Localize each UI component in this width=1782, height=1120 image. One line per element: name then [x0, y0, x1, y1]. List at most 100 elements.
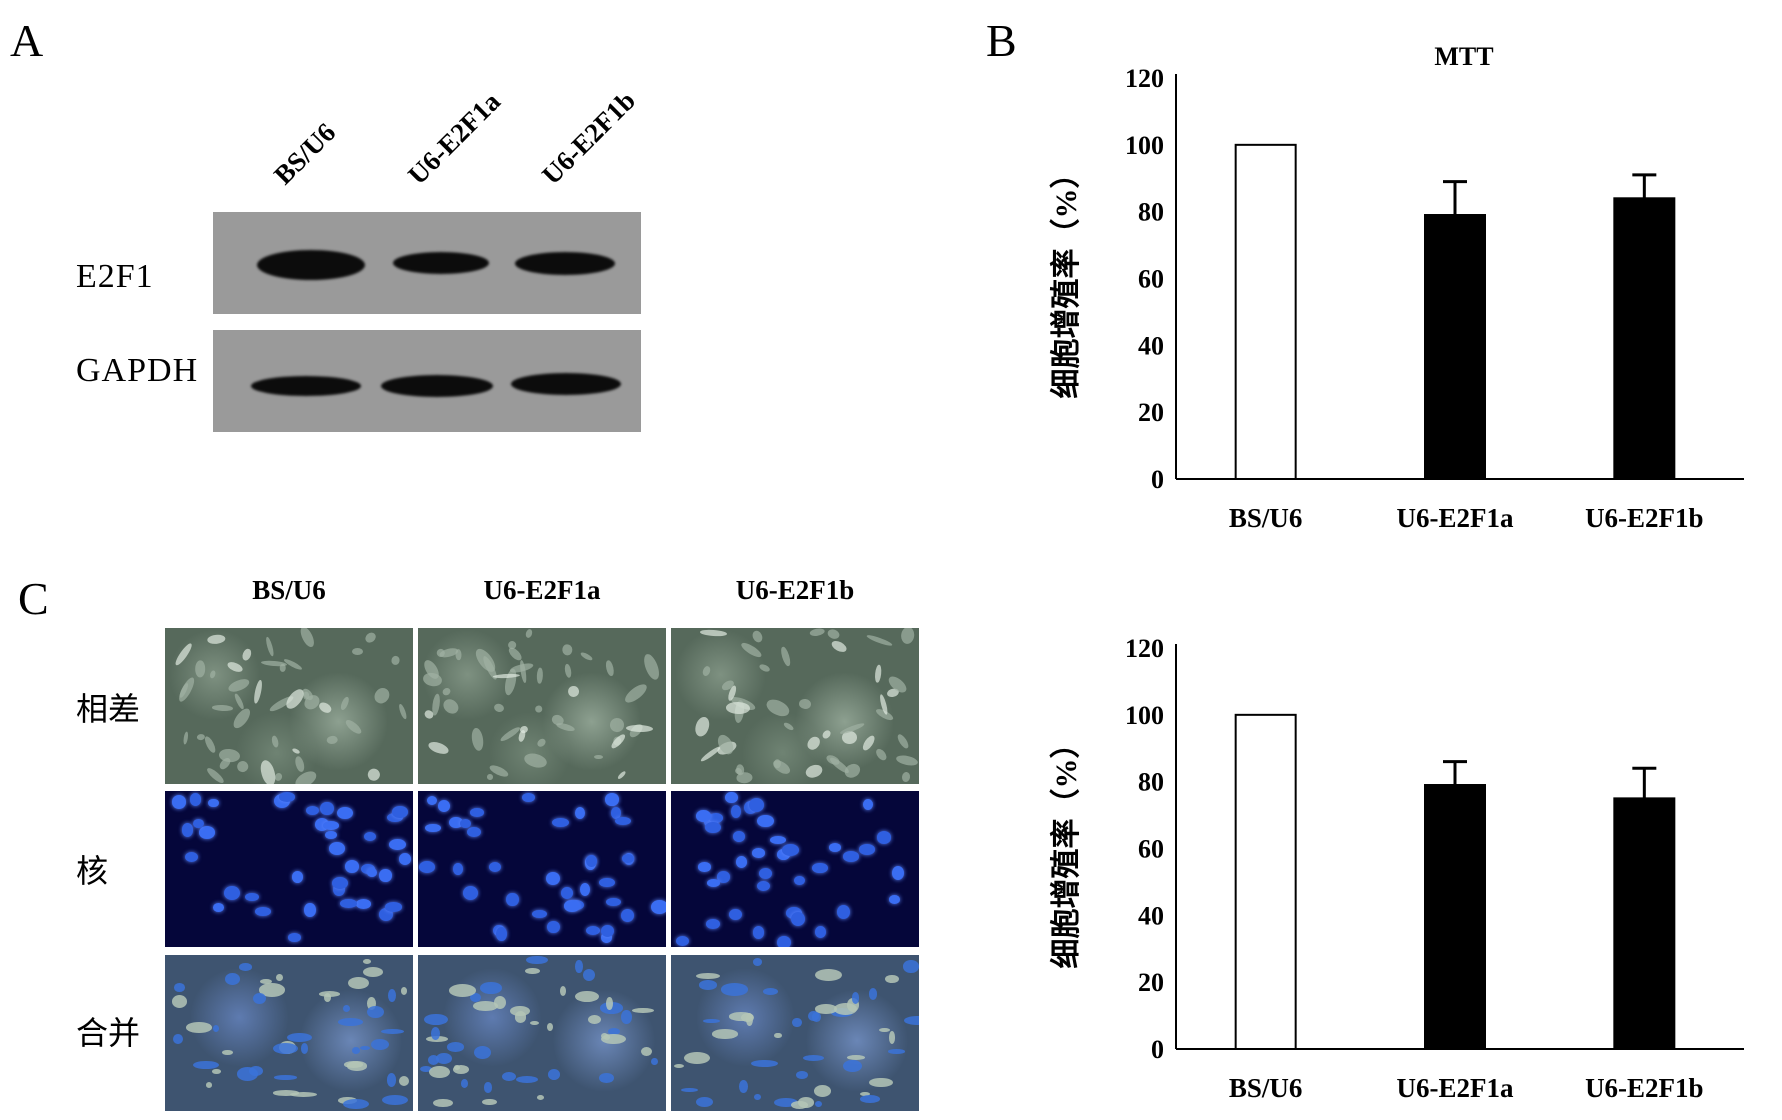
nucleus-spot — [600, 932, 612, 944]
cell-spot — [480, 982, 503, 994]
nucleus-spot — [777, 935, 792, 947]
nucleus-spot — [605, 793, 619, 806]
cell-spot — [362, 966, 383, 978]
cell-spot — [297, 628, 317, 650]
cell-spot — [363, 959, 372, 965]
cell-spot — [739, 1079, 748, 1093]
row-label-phase-contrast: 相差 — [76, 690, 141, 728]
cell-spot — [461, 1079, 469, 1089]
band-gapdh-u6-e2f1a — [381, 375, 493, 397]
cell-spot — [757, 663, 771, 674]
blot-label-gapdh: GAPDH — [76, 352, 199, 389]
cell-spot — [739, 640, 764, 660]
micrograph-phase-u6-e2f1a — [418, 628, 666, 784]
cell-spot — [323, 992, 331, 1002]
nucleus-spot — [782, 844, 799, 857]
cell-spot — [860, 1095, 880, 1103]
cell-spot — [252, 679, 264, 705]
nucleus-spot — [546, 920, 560, 934]
cell-spot — [609, 716, 625, 733]
nucleus-spot — [333, 882, 346, 897]
cell-spot — [173, 1033, 183, 1044]
cell-spot — [804, 762, 825, 780]
cell-spot — [842, 731, 857, 744]
cell-spot — [563, 663, 573, 679]
nucleus-spot — [329, 842, 345, 855]
cell-spot — [896, 733, 911, 751]
cell-spot — [222, 1050, 234, 1055]
nucleus-spot — [245, 892, 259, 901]
cell-spot — [782, 721, 796, 732]
x-tick-label: U6-E2F1a — [1397, 503, 1514, 533]
cell-spot — [473, 1045, 492, 1060]
cell-spot — [182, 731, 190, 746]
nucleus-spot — [379, 869, 392, 882]
cell-spot — [233, 692, 246, 711]
cell-spot — [725, 701, 750, 715]
x-tick-label: BS/U6 — [1229, 1073, 1303, 1103]
bar — [1613, 797, 1676, 1050]
cell-spot — [641, 1046, 652, 1056]
cell-spot — [609, 731, 628, 751]
nucleus-spot — [192, 818, 204, 828]
cell-spot — [588, 1015, 601, 1025]
nucleus-spot — [184, 852, 199, 863]
nucleus-spot — [736, 856, 748, 869]
cell-spot — [774, 1097, 799, 1108]
nucleus-spot — [181, 823, 194, 837]
nucleus-spot — [488, 862, 502, 873]
nucleus-spot — [198, 826, 216, 839]
y-tick-label: 100 — [1125, 701, 1164, 730]
nucleus-spot — [620, 908, 634, 922]
micrograph-nuclei-u6-e2f1b — [671, 791, 919, 947]
bar — [1234, 713, 1297, 1050]
lane-label-u6-e2f1a: U6-E2F1a — [402, 86, 507, 191]
band-gapdh-u6-e2f1b — [511, 373, 621, 395]
nucleus-spot — [790, 912, 805, 927]
nucleus-spot — [828, 842, 842, 852]
cell-spot — [813, 1084, 831, 1097]
y-tick-label: 80 — [1138, 198, 1164, 227]
nucleus-spot — [531, 910, 547, 919]
column-header-bs-u6: BS/U6 — [252, 575, 326, 605]
cell-spot — [815, 1004, 837, 1014]
cell-spot — [291, 767, 319, 784]
cell-spot — [433, 1099, 453, 1108]
cell-spot — [386, 1073, 397, 1087]
nucleus-spot — [756, 880, 771, 892]
cell-spot — [241, 648, 253, 662]
cell-spot — [343, 1098, 370, 1110]
cell-spot — [441, 696, 462, 717]
nucleus-spot — [605, 898, 621, 907]
micrograph-nuclei-bs-u6 — [165, 791, 413, 947]
cell-spot — [797, 1097, 814, 1108]
nucleus-spot — [306, 806, 320, 816]
cell-spot — [209, 670, 217, 680]
cell-spot — [895, 754, 919, 768]
cell-spot — [529, 1020, 540, 1026]
cell-spot — [900, 628, 916, 646]
cell-spot — [795, 1070, 809, 1080]
cell-spot — [674, 1064, 685, 1069]
cell-spot — [173, 641, 194, 667]
cell-spot — [873, 747, 889, 763]
nucleus-spot — [418, 861, 436, 873]
y-tick-label: 100 — [1125, 131, 1164, 160]
nucleus-spot — [706, 919, 720, 929]
cell-spot — [338, 1018, 364, 1026]
nucleus-spot — [462, 885, 478, 900]
cell-spot — [196, 733, 205, 741]
blot-strip-gapdh — [213, 330, 641, 432]
micrograph-nuclei-u6-e2f1a — [418, 791, 666, 947]
cell-spot — [594, 754, 604, 760]
cell-spot — [429, 1066, 450, 1079]
cell-spot — [176, 675, 198, 704]
nucleus-spot — [546, 871, 561, 886]
nucleus-spot — [366, 868, 378, 878]
nucleus-spot — [563, 900, 581, 913]
nucleus-spot — [387, 813, 403, 823]
cell-spot — [339, 695, 351, 711]
nucleus-spot — [777, 849, 790, 860]
cell-spot — [283, 686, 307, 712]
cell-spot — [651, 1058, 658, 1066]
